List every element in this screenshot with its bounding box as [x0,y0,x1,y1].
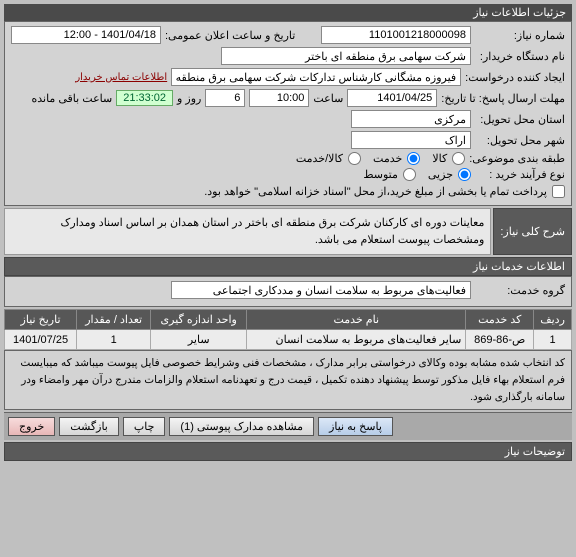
city-label: شهر محل تحویل: [475,134,565,147]
days-label: روز و [177,92,201,105]
contact-link[interactable]: اطلاعات تماس خریدار [75,72,167,83]
th-code: کد خدمت [466,310,534,330]
td-name: سایر فعالیت‌های مربوط به سلامت انسان [247,330,466,350]
need-desc-row: شرح کلی نیاز: معاینات دوره ای کارکنان شر… [4,208,572,255]
province-input[interactable] [351,110,471,128]
page-title: جزئیات اطلاعات نیاز [473,7,566,19]
opt-small-radio[interactable] [458,168,471,181]
city-input[interactable] [351,131,471,149]
exit-button[interactable]: خروج [8,417,55,436]
th-date: تاریخ نیاز [5,310,77,330]
creator-input[interactable] [171,68,461,86]
time-label: ساعت [313,92,343,105]
page-header: جزئیات اطلاعات نیاز [4,4,572,21]
need-number-label: شماره نیاز: [475,29,565,42]
buyer-label: نام دستگاه خریدار: [475,50,565,63]
opt-kala[interactable]: کالا [432,152,465,165]
services-table: ردیف کد خدمت نام خدمت واحد اندازه گیری ت… [4,309,572,350]
back-button[interactable]: بازگشت [59,417,119,436]
remaining-label: ساعت باقی مانده [31,92,112,105]
services-panel: گروه خدمت: [4,276,572,307]
table-row: 1 ص-86-869 سایر فعالیت‌های مربوط به سلام… [5,330,572,350]
th-unit: واحد اندازه گیری [151,310,247,330]
footer-bar: پاسخ به نیاز مشاهده مدارک پیوستی (1) چاپ… [4,412,572,440]
td-date: 1401/07/25 [5,330,77,350]
opt-medium-radio[interactable] [403,168,416,181]
opt-both-radio[interactable] [348,152,361,165]
attachments-button[interactable]: مشاهده مدارک پیوستی (1) [169,417,314,436]
opt-small[interactable]: جزیی [428,168,471,181]
need-desc-label: شرح کلی نیاز: [493,208,572,255]
td-n: 1 [534,330,572,350]
category-label: طبقه بندی موضوعی: [469,152,565,165]
opt-khadmat[interactable]: خدمت [373,152,420,165]
days-input[interactable] [205,89,245,107]
reply-time-input[interactable] [249,89,309,107]
need-number-input[interactable] [321,26,471,44]
group-label: گروه خدمت: [475,284,565,297]
note-text: کد انتخاب شده مشابه بوده وکالای درخواستی… [5,351,571,409]
opt-medium[interactable]: متوسط [363,168,416,181]
deadline-label: مهلت ارسال پاسخ: تا تاریخ: [441,92,565,105]
announce-input[interactable] [11,26,161,44]
announce-label: تاریخ و ساعت اعلان عمومی: [165,29,295,42]
opt-both[interactable]: کالا/خدمت [296,152,361,165]
partial-pay-checkbox[interactable] [552,185,565,198]
process-options: جزیی متوسط [363,168,471,181]
table-header-row: ردیف کد خدمت نام خدمت واحد اندازه گیری ت… [5,310,572,330]
opt-kala-radio[interactable] [452,152,465,165]
th-name: نام خدمت [247,310,466,330]
process-label: نوع فرآیند خرید : [475,168,565,181]
province-label: استان محل تحویل: [475,113,565,126]
th-qty: تعداد / مقدار [77,310,151,330]
creator-label: ایجاد کننده درخواست: [465,71,565,84]
need-desc-text: معاینات دوره ای کارکنان شرکت برق منطقه ا… [4,208,491,255]
td-unit: سایر [151,330,247,350]
opt-khadmat-radio[interactable] [407,152,420,165]
reply-date-input[interactable] [347,89,437,107]
general-panel: شماره نیاز: تاریخ و ساعت اعلان عمومی: نا… [4,21,572,206]
th-n: ردیف [534,310,572,330]
suggestions-title: توضیحات نیاز [4,442,572,461]
services-title: اطلاعات خدمات نیاز [4,257,572,276]
reply-button[interactable]: پاسخ به نیاز [318,417,393,436]
td-code: ص-86-869 [466,330,534,350]
print-button[interactable]: چاپ [123,417,166,436]
partial-pay-check[interactable]: پرداخت تمام یا بخشی از مبلغ خرید،از محل … [204,185,565,198]
category-options: کالا خدمت کالا/خدمت [296,152,465,165]
countdown-box: 21:33:02 [116,90,173,106]
td-qty: 1 [77,330,151,350]
buyer-input[interactable] [221,47,471,65]
note-panel: کد انتخاب شده مشابه بوده وکالای درخواستی… [4,350,572,410]
group-input[interactable] [171,281,471,299]
